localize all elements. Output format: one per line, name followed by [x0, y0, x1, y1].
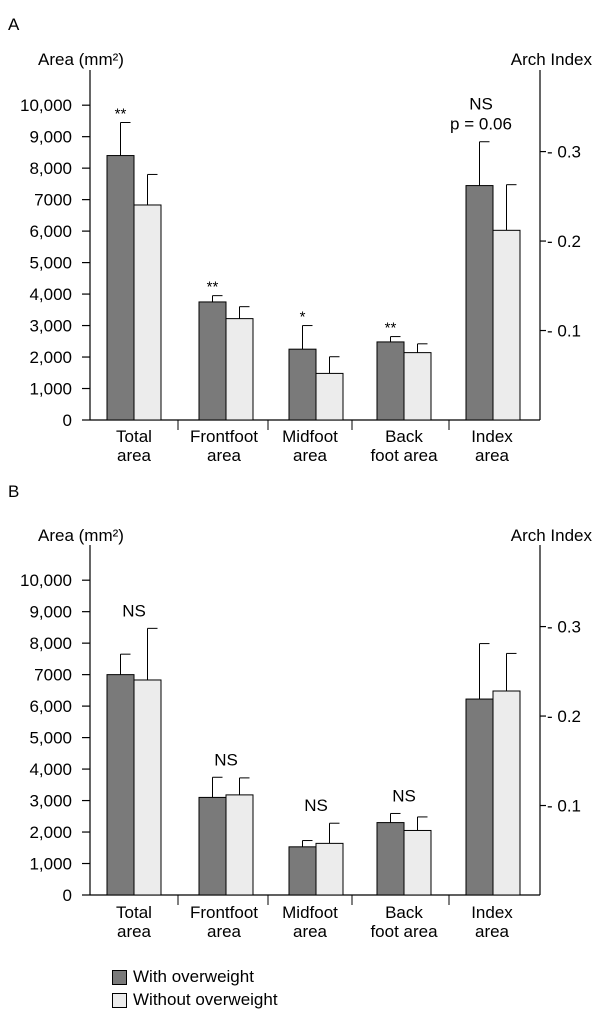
panel-b-left-tick-label: 4,000 [29, 760, 72, 779]
panel-b-significance-annotation: NS [304, 796, 328, 815]
panel-b-bar [225, 794, 254, 896]
panel-a-category-label: Index [471, 427, 513, 446]
panel-a-right-axis-title: Arch Index [511, 50, 593, 69]
panel-a-left-tick-label: 0 [63, 411, 72, 430]
panel-a-left-tick-label: 8,000 [29, 159, 72, 178]
panel-a-left-tick-label: 7000 [34, 191, 72, 210]
panel-a-bar [106, 155, 135, 421]
panel-b-left-tick-label: 1,000 [29, 855, 72, 874]
panel-a-bar [133, 204, 162, 421]
panel-b-category-label: area [117, 922, 152, 941]
panel-b-bar [288, 846, 317, 896]
panel-a-category-label: Total [116, 427, 152, 446]
panel-b-category-label: Total [116, 903, 152, 922]
panel-b-significance-annotation: NS [214, 750, 238, 769]
panel-b-category-label: area [475, 922, 510, 941]
panel-a-left-tick-label: 3,000 [29, 317, 72, 336]
panel-a-left-tick-label: 4,000 [29, 285, 72, 304]
panel-a-left-axis-title: Area (mm²) [38, 50, 124, 69]
panel-b-bar [106, 674, 135, 896]
panel-b-bar [465, 698, 494, 896]
panel-a-bar [198, 301, 227, 421]
panel-a-right-tick-label: - 0.3 [547, 143, 581, 162]
panel-b-right-tick-label: - 0.3 [547, 618, 581, 637]
panel-a-bar [315, 372, 344, 421]
panel-b-category-label: area [293, 922, 328, 941]
legend-swatch-with-overweight [112, 969, 127, 985]
panel-a-right-tick-label: - 0.1 [547, 322, 581, 341]
panel-a-left-tick-label: 1,000 [29, 380, 72, 399]
panel-a-significance-annotation: ** [207, 279, 219, 296]
panel-b-category-label: Index [471, 903, 513, 922]
panel-b-bar [133, 679, 162, 896]
panel-b-category-label: Frontfoot [190, 903, 258, 922]
panel-b-left-tick-label: 2,000 [29, 823, 72, 842]
panel-b-bar [492, 690, 521, 896]
panel-b-left-tick-label: 3,000 [29, 792, 72, 811]
panel-b-left-tick-label: 0 [63, 886, 72, 905]
panel-a-category-label: area [117, 446, 152, 465]
legend-swatch-without-overweight [112, 992, 127, 1008]
panel-a-bar [225, 318, 254, 421]
panel-a-left-tick-label: 6,000 [29, 222, 72, 241]
legend-item-without-overweight: Without overweight [112, 991, 278, 1009]
panel-b-significance-annotation: NS [122, 601, 146, 620]
panel-a-right-tick-label: - 0.2 [547, 232, 581, 251]
panel-a-bar [288, 348, 317, 421]
panel-b-right-axis-title: Arch Index [511, 526, 593, 545]
panel-b-left-tick-label: 9,000 [29, 603, 72, 622]
panel-b-left-axis-title: Area (mm²) [38, 526, 124, 545]
panel-b-category-label: Back [385, 903, 423, 922]
panel-a-category-label: area [475, 446, 510, 465]
panel-b-bar [376, 822, 405, 896]
panel-a-bar [465, 185, 494, 421]
panel-a-bar [492, 229, 521, 421]
panel-a-category-label: Back [385, 427, 423, 446]
panel-a-category-label: Frontfoot [190, 427, 258, 446]
panel-a-significance-annotation: NS [469, 95, 493, 114]
panel-b-category-label: foot area [370, 922, 438, 941]
panel-a-left-tick-label: 2,000 [29, 348, 72, 367]
panel-b-category-label: Midfoot [282, 903, 338, 922]
panel-a-label: A [8, 15, 20, 34]
legend-item-with-overweight: With overweight [112, 968, 254, 986]
panel-b-bar [403, 829, 432, 896]
panel-b-bar [198, 796, 227, 896]
panel-b-left-tick-label: 7000 [34, 666, 72, 685]
panel-a-left-tick-label: 10,000 [20, 96, 72, 115]
panel-b-left-tick-label: 5,000 [29, 729, 72, 748]
panel-a-significance-annotation: ** [385, 320, 397, 337]
panel-b-label: B [8, 482, 19, 501]
panel-b-bar [315, 842, 344, 896]
legend-label-without-overweight: Without overweight [133, 990, 278, 1009]
panel-a-significance-annotation: p = 0.06 [450, 115, 512, 134]
panel-a-category-label: area [293, 446, 328, 465]
panel-b-left-tick-label: 10,000 [20, 571, 72, 590]
panel-a-left-tick-label: 5,000 [29, 254, 72, 273]
panel-a-bar [403, 352, 432, 421]
panel-a-significance-annotation: * [300, 309, 306, 326]
panel-a-bar [376, 341, 405, 421]
panel-b-right-tick-label: - 0.1 [547, 797, 581, 816]
panel-b-right-tick-label: - 0.2 [547, 707, 581, 726]
panel-b-left-tick-label: 6,000 [29, 697, 72, 716]
panel-a-category-label: foot area [370, 446, 438, 465]
panel-a-category-label: area [207, 446, 242, 465]
panel-b-category-label: area [207, 922, 242, 941]
panel-a-significance-annotation: ** [115, 106, 127, 123]
panel-b-significance-annotation: NS [392, 786, 416, 805]
panel-b-left-tick-label: 8,000 [29, 634, 72, 653]
panel-a-left-tick-label: 9,000 [29, 128, 72, 147]
legend-label-with-overweight: With overweight [133, 967, 254, 986]
panel-a-category-label: Midfoot [282, 427, 338, 446]
